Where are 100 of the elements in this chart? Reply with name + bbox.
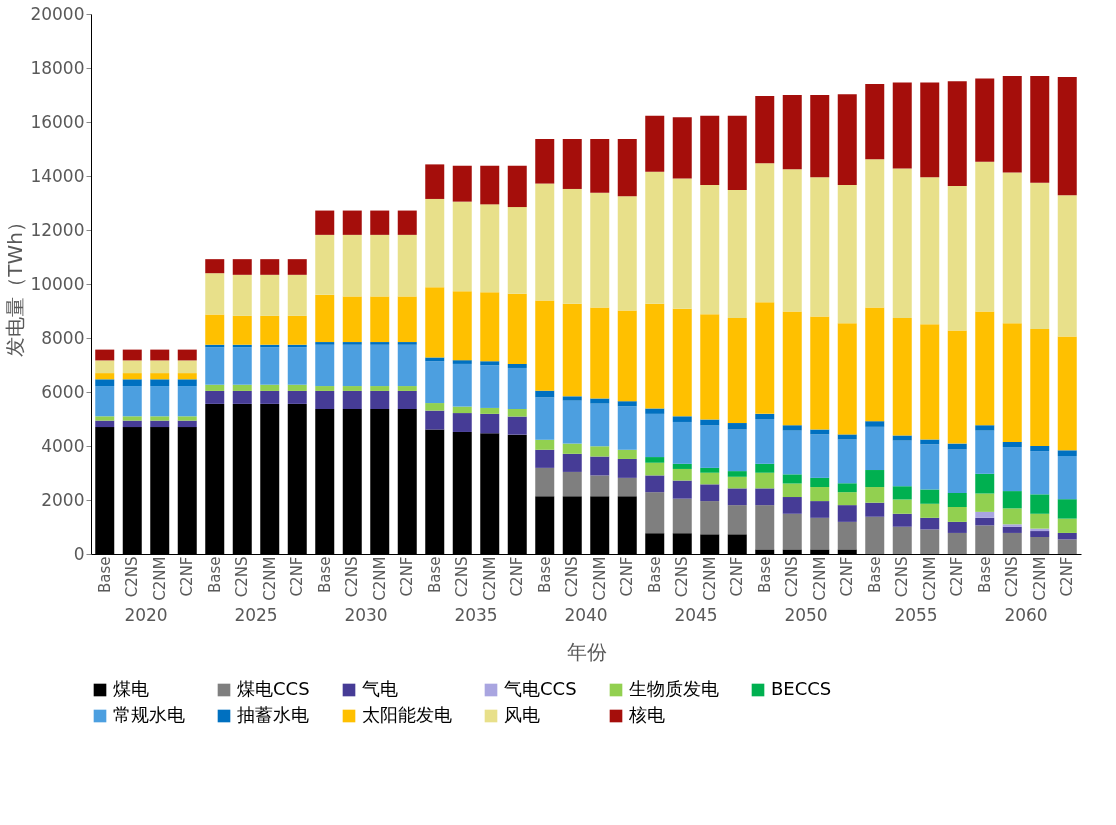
x-tick-label: Base (535, 556, 554, 594)
bar (1057, 450, 1077, 456)
bar (947, 330, 967, 444)
bar (727, 115, 747, 191)
bar (1030, 451, 1050, 495)
bar (507, 165, 527, 208)
bar (315, 294, 335, 343)
bar (205, 314, 225, 345)
bar (95, 373, 115, 380)
bar (452, 406, 472, 414)
x-axis-title: 年份 (566, 639, 607, 664)
bar (975, 311, 995, 426)
bar (507, 367, 527, 410)
bar (562, 303, 582, 397)
bar (975, 430, 995, 474)
bar (645, 457, 665, 463)
bar (617, 406, 637, 450)
bar (260, 384, 280, 391)
bar (672, 117, 692, 179)
bar (507, 207, 527, 294)
bar (590, 139, 610, 193)
bar (232, 390, 252, 404)
bar (122, 386, 142, 417)
bar (892, 440, 912, 487)
bar (287, 347, 307, 385)
x-tick-label: C2NS (563, 556, 582, 598)
text: 2020 (124, 605, 168, 625)
bar (865, 159, 885, 308)
bar (810, 316, 830, 430)
bar (1002, 532, 1022, 554)
bar (232, 315, 252, 345)
bar (260, 347, 280, 385)
bar (782, 497, 802, 514)
bar (95, 386, 115, 417)
bar (645, 475, 665, 493)
bar (810, 501, 830, 518)
legend-label: 核电 (628, 704, 665, 725)
bar (947, 507, 967, 522)
bar (892, 499, 912, 514)
bar (1057, 499, 1077, 519)
bar (1030, 329, 1050, 446)
bar (535, 439, 555, 450)
bar (700, 501, 720, 535)
bar (865, 470, 885, 488)
bar (1057, 195, 1077, 337)
bar (590, 398, 610, 404)
bar (810, 434, 830, 478)
bar (590, 307, 610, 399)
x-tick-label: C2NS (1003, 556, 1022, 598)
bar (1030, 76, 1050, 183)
bar (562, 396, 582, 401)
x-tick-label: Base (425, 556, 444, 594)
bar (782, 483, 802, 498)
bar (205, 273, 225, 315)
text: 2055 (894, 605, 938, 625)
bar (865, 426, 885, 471)
bar (947, 185, 967, 331)
bar (837, 323, 857, 435)
bar (672, 308, 692, 417)
bar (1002, 526, 1022, 533)
bar (95, 416, 115, 421)
bar (672, 498, 692, 534)
bar (232, 259, 252, 275)
bar (975, 525, 995, 554)
bar (150, 349, 170, 361)
bar (315, 342, 335, 345)
bar (370, 210, 390, 235)
bar (342, 390, 362, 410)
bar (535, 139, 555, 184)
bar (1002, 323, 1022, 442)
bar (370, 390, 390, 410)
bar (975, 473, 995, 494)
text: 2045 (674, 605, 718, 625)
bar (150, 386, 170, 417)
bar (947, 532, 967, 554)
x-tick-label: C2NF (508, 556, 527, 597)
x-tick-label: C2NF (1058, 556, 1077, 597)
x-tick-label: Base (755, 556, 774, 594)
bar (562, 188, 582, 304)
x-tick-label: Base (975, 556, 994, 594)
x-tick-label: Base (865, 556, 884, 594)
legend-label: 气电CCS (504, 678, 577, 699)
bar (920, 444, 940, 490)
bar (177, 416, 197, 421)
bar (122, 373, 142, 380)
text: 2050 (784, 605, 828, 625)
bar (232, 384, 252, 391)
x-tick-label: Base (95, 556, 114, 594)
bar (755, 505, 775, 550)
y-tick-label: 4000 (41, 435, 85, 456)
bar (260, 390, 280, 404)
x-tick-label: C2NF (288, 556, 307, 597)
bar (837, 434, 857, 440)
x-tick-label: C2NF (838, 556, 857, 597)
bar (837, 492, 857, 506)
bar (865, 516, 885, 554)
bar (315, 390, 335, 410)
bar (122, 379, 142, 387)
bar (1057, 539, 1077, 554)
x-tick-label: C2NM (1030, 556, 1049, 601)
